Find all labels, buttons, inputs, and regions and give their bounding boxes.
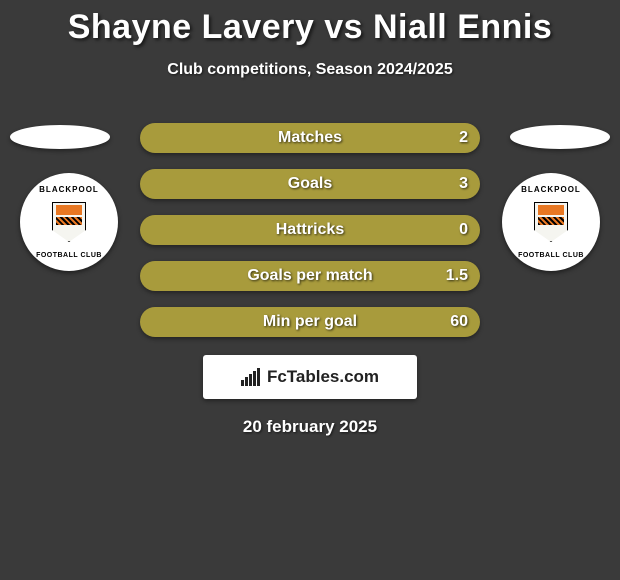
subtitle: Club competitions, Season 2024/2025 <box>0 61 620 79</box>
branding-badge[interactable]: FcTables.com <box>203 355 417 399</box>
stat-row: Matches 2 <box>0 123 620 153</box>
stat-value-right: 1.5 <box>446 261 468 291</box>
stat-label: Goals per match <box>140 261 480 291</box>
stat-value-right: 2 <box>459 123 468 153</box>
stat-label: Min per goal <box>140 307 480 337</box>
branding-label: FcTables.com <box>267 367 379 387</box>
stat-row: Min per goal 60 <box>0 307 620 337</box>
date-label: 20 february 2025 <box>0 417 620 437</box>
stats-container: Matches 2 Goals 3 Hattricks 0 Goals per … <box>0 123 620 337</box>
stat-row: Hattricks 0 <box>0 215 620 245</box>
stat-label: Hattricks <box>140 215 480 245</box>
page-title: Shayne Lavery vs Niall Ennis <box>0 0 620 47</box>
bar-chart-icon <box>241 368 261 386</box>
stat-value-right: 60 <box>450 307 468 337</box>
stat-label: Goals <box>140 169 480 199</box>
stat-value-right: 0 <box>459 215 468 245</box>
stat-label: Matches <box>140 123 480 153</box>
stat-value-right: 3 <box>459 169 468 199</box>
stat-row: Goals per match 1.5 <box>0 261 620 291</box>
stat-row: Goals 3 <box>0 169 620 199</box>
